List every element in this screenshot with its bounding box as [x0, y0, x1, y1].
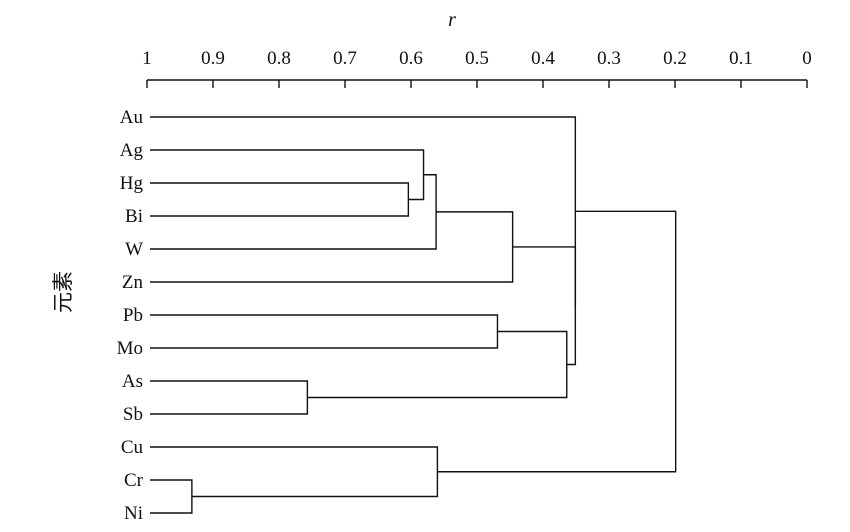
x-tick-label: 0.4 [531, 48, 555, 69]
cluster-link [150, 211, 514, 283]
x-tick-labels: 1 0.9 0.8 0.7 0.6 0.5 0.4 0.3 0.2 0.1 0 [142, 48, 812, 69]
leaf-label: Mo [117, 338, 143, 359]
cluster-link [150, 182, 410, 217]
leaf-label: As [122, 371, 143, 392]
x-axis-title: r [448, 9, 456, 31]
x-tick-label: 0.9 [201, 48, 225, 69]
leaf-label: Cr [124, 470, 144, 491]
leaf-label: Hg [120, 173, 144, 194]
leaf-labels: Au Ag Hg Bi W Zn Pb Mo As Sb Cu Cr Ni [117, 107, 144, 524]
leaf-label: Ag [120, 140, 144, 161]
leaf-label: Ni [124, 503, 143, 524]
leaf-label: Zn [122, 272, 144, 293]
x-tick-label: 0.8 [267, 48, 291, 69]
cluster-link [150, 314, 499, 349]
y-axis-title: 元素 [51, 271, 75, 313]
cluster-link [150, 174, 437, 250]
x-tick-label: 0.2 [663, 48, 687, 69]
leaf-label: Sb [123, 404, 143, 425]
x-tick-label: 1 [142, 48, 152, 69]
leaf-label: W [125, 239, 143, 260]
leaf-label: Pb [123, 305, 143, 326]
x-ticks [146, 80, 808, 88]
cluster-link [150, 446, 439, 498]
cluster-link [512, 246, 577, 366]
cluster-link [437, 210, 677, 473]
cluster-link [150, 479, 193, 514]
cluster-link [150, 116, 577, 306]
x-tick-label: 0 [802, 48, 812, 69]
leaf-label: Au [120, 107, 144, 128]
x-tick-label: 0.6 [399, 48, 423, 69]
x-tick-label: 0.5 [465, 48, 489, 69]
leaf-label: Bi [125, 206, 143, 227]
cluster-link [150, 380, 309, 415]
cluster-link [150, 149, 425, 201]
x-tick-label: 0.7 [333, 48, 357, 69]
leaf-label: Cu [121, 437, 144, 458]
cluster-link [307, 330, 568, 399]
x-tick-label: 0.1 [729, 48, 753, 69]
dendrogram-links [150, 116, 677, 514]
x-tick-label: 0.3 [597, 48, 621, 69]
